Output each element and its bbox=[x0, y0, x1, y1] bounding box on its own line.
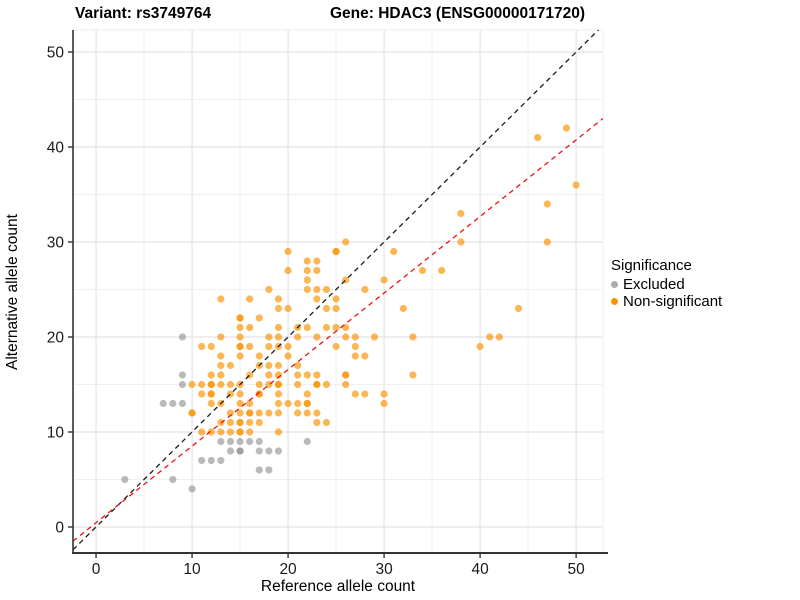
svg-text:40: 40 bbox=[471, 561, 489, 578]
plot-title-gene: Gene: HDAC3 (ENSG00000171720) bbox=[330, 5, 586, 22]
svg-text:40: 40 bbox=[47, 140, 65, 157]
x-tick-labels: 0 10 20 30 40 50 bbox=[92, 561, 585, 578]
svg-text:10: 10 bbox=[47, 424, 65, 441]
legend: Significance Excluded Non-significant bbox=[611, 257, 722, 310]
svg-text:20: 20 bbox=[279, 561, 297, 578]
minor-gridlines bbox=[73, 30, 603, 553]
svg-text:0: 0 bbox=[92, 561, 101, 578]
svg-text:50: 50 bbox=[47, 45, 65, 62]
plot-panel bbox=[72, 29, 604, 554]
svg-text:10: 10 bbox=[183, 561, 201, 578]
legend-title: Significance bbox=[611, 257, 692, 274]
plot-title-variant: Variant: rs3749764 bbox=[75, 5, 212, 22]
scatter-points-excluded bbox=[121, 333, 311, 493]
axis-lines bbox=[72, 30, 608, 554]
svg-text:30: 30 bbox=[375, 561, 393, 578]
legend-item-non-significant-label: Non-significant bbox=[623, 293, 723, 310]
identity-line bbox=[73, 30, 600, 551]
y-axis-title: Alternative allele count bbox=[4, 214, 21, 370]
legend-item-excluded-label: Excluded bbox=[623, 276, 685, 293]
axis-ticks bbox=[68, 51, 577, 558]
major-gridlines bbox=[73, 30, 603, 553]
excluded-dot-icon bbox=[611, 281, 618, 288]
y-tick-labels: 0 10 20 30 40 50 bbox=[47, 45, 65, 537]
svg-text:50: 50 bbox=[567, 561, 585, 578]
reference-lines bbox=[73, 30, 603, 551]
legend-item-excluded: Excluded bbox=[611, 276, 722, 293]
non-significant-dot-icon bbox=[611, 298, 618, 305]
svg-text:30: 30 bbox=[47, 235, 65, 252]
fit-line bbox=[73, 117, 603, 542]
legend-item-non-significant: Non-significant bbox=[611, 293, 722, 310]
svg-text:0: 0 bbox=[55, 519, 64, 536]
svg-text:20: 20 bbox=[47, 329, 65, 346]
x-axis-title: Reference allele count bbox=[260, 578, 416, 595]
